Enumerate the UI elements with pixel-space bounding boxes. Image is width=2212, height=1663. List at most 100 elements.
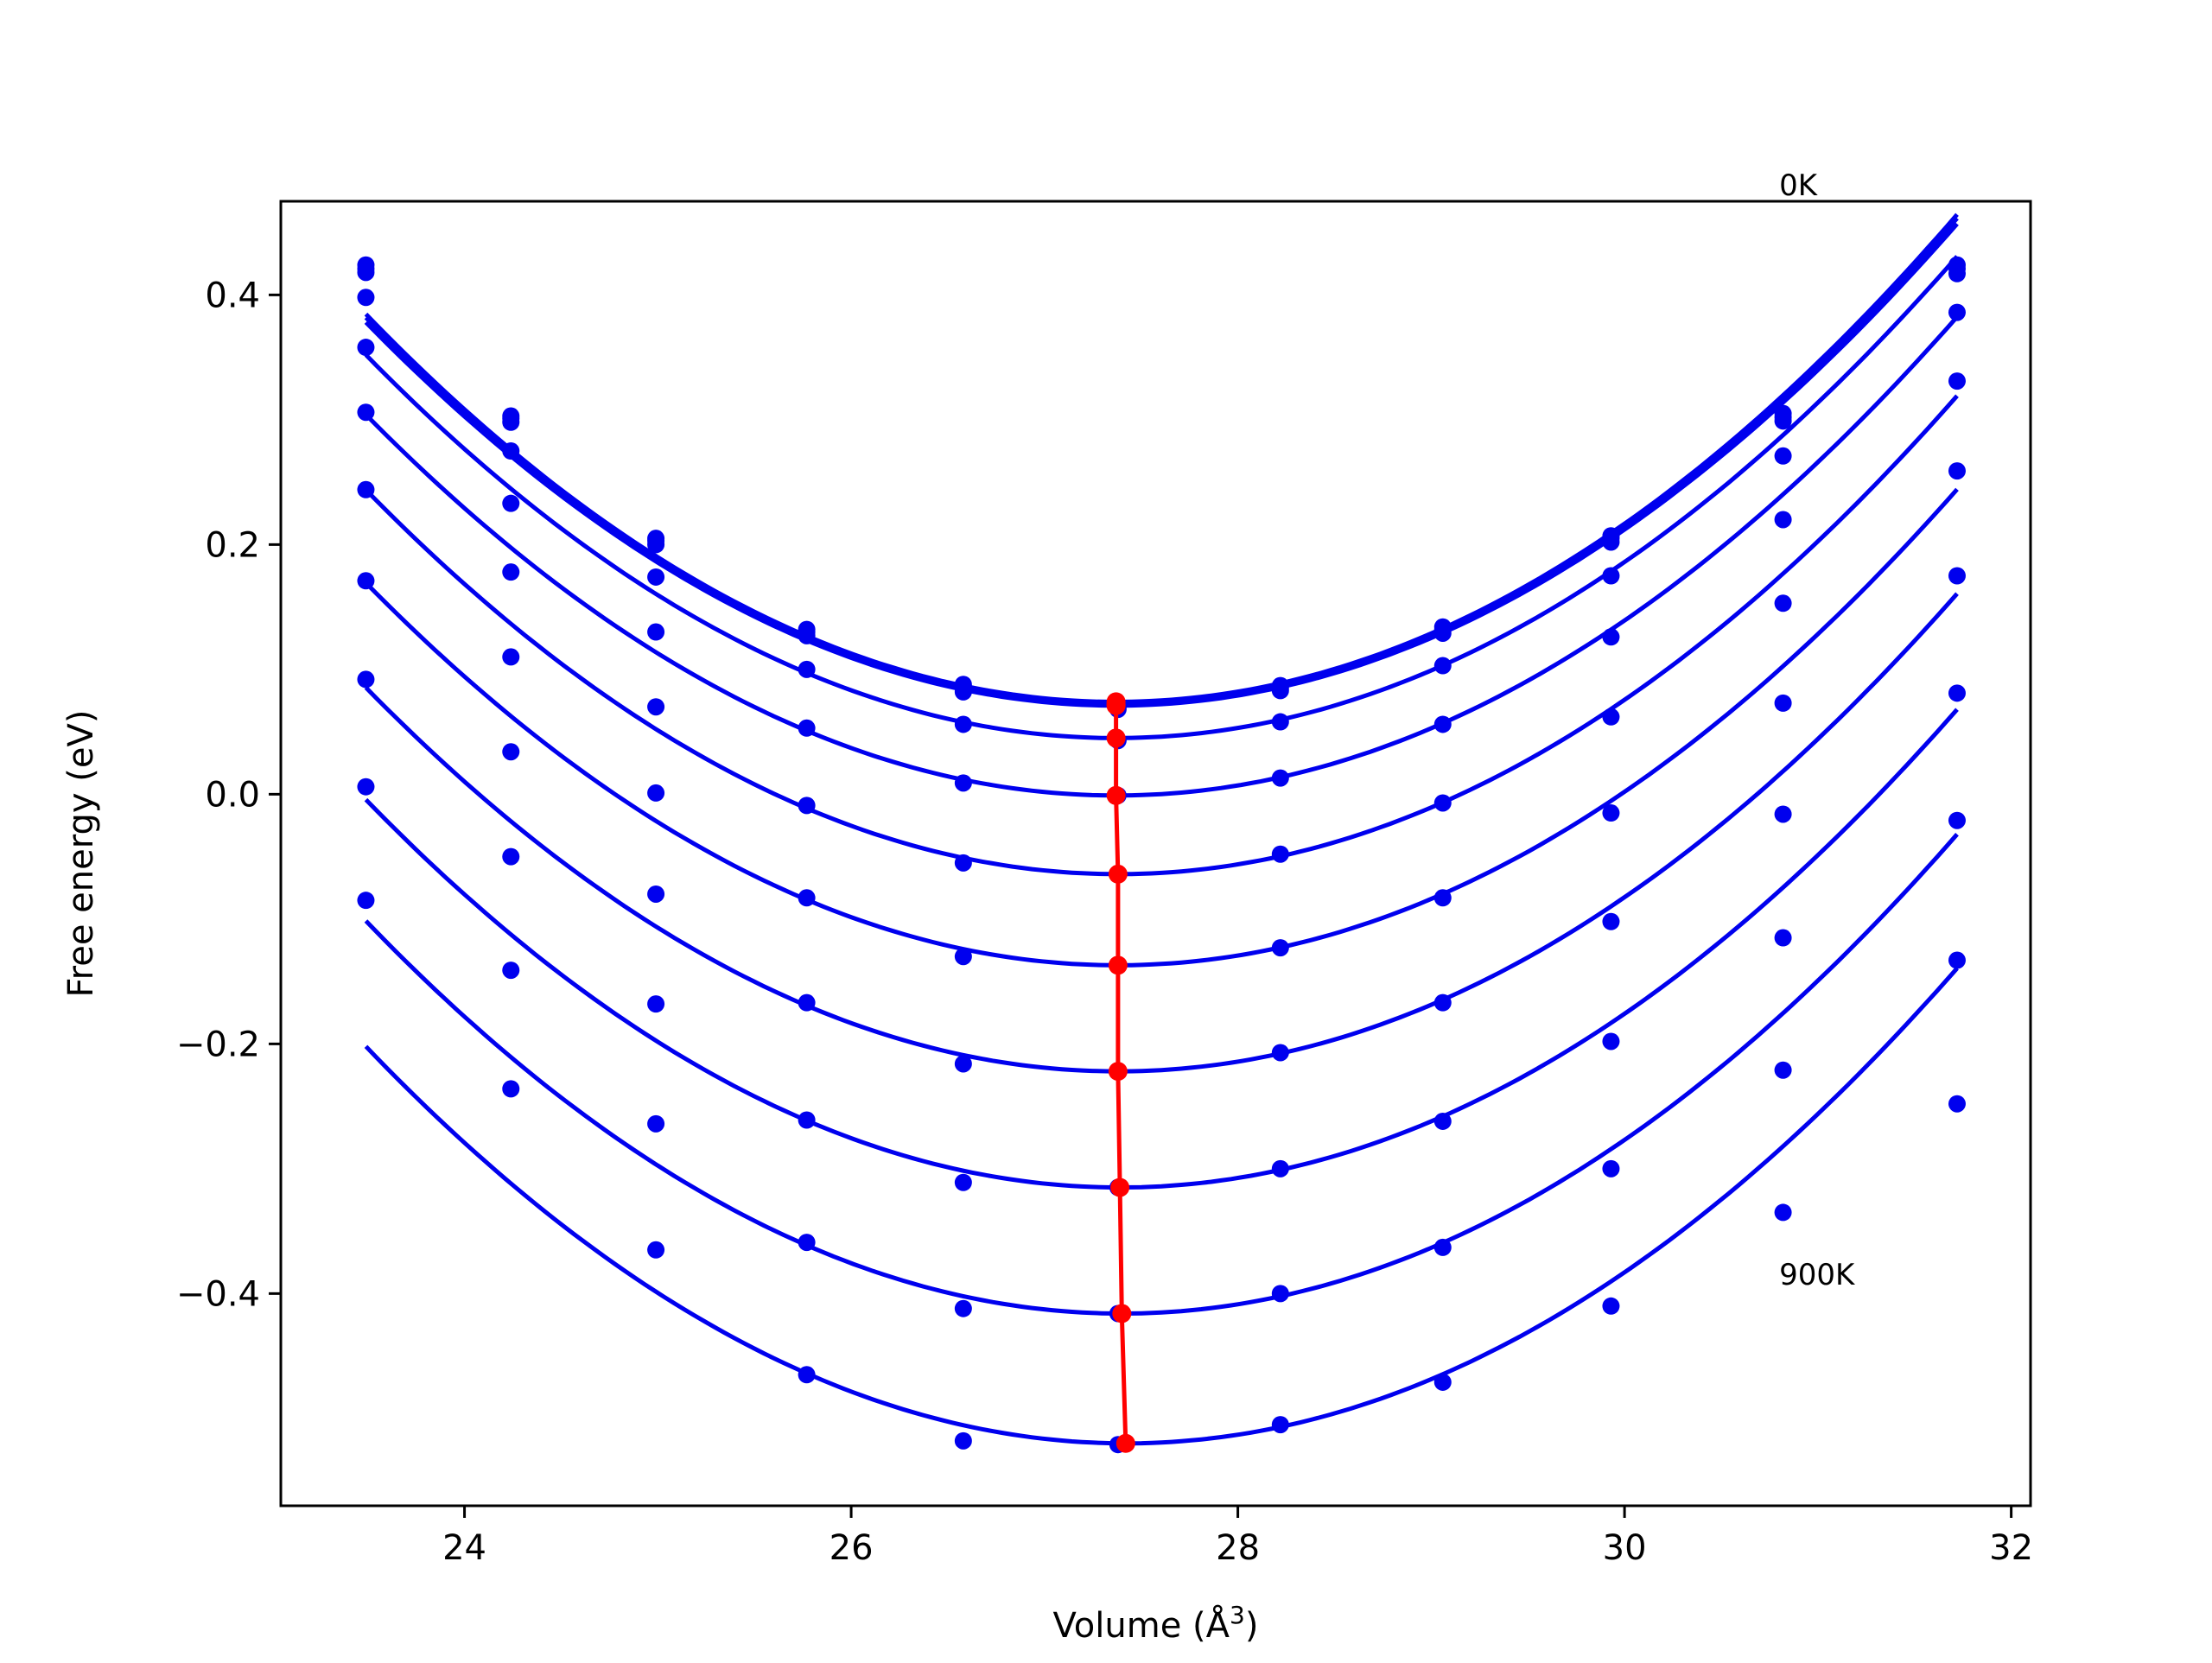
data-point-4-2 xyxy=(647,623,665,641)
data-point-10-2 xyxy=(647,1241,665,1259)
data-point-8-7 xyxy=(1433,1112,1452,1130)
x-axis-label-close: ) xyxy=(1245,1606,1259,1646)
data-point-3-8 xyxy=(1602,567,1620,585)
minima-point-5 xyxy=(1108,864,1128,884)
data-points xyxy=(357,256,1966,1454)
y-axis-ticks: 0.4 0.2 0.0 −0.2 −0.4 xyxy=(176,276,281,1314)
data-point-6-0 xyxy=(357,480,375,498)
data-point-2-10 xyxy=(1948,264,1966,282)
data-point-5-3 xyxy=(798,797,816,815)
y-tick-label-3: −0.2 xyxy=(176,1025,260,1064)
data-point-2-8 xyxy=(1602,533,1620,551)
data-point-5-9 xyxy=(1774,594,1792,613)
data-point-9-2 xyxy=(647,1114,665,1133)
data-point-7-10 xyxy=(1948,684,1966,702)
data-point-5-1 xyxy=(502,563,520,581)
data-point-3-7 xyxy=(1433,657,1452,675)
annotation-0: 0K xyxy=(1779,168,1819,203)
fitted-curve-0 xyxy=(364,213,1959,704)
fitted-curve-7 xyxy=(364,592,1959,1074)
data-point-10-4 xyxy=(954,1431,972,1450)
data-point-9-8 xyxy=(1602,1159,1620,1177)
data-point-4-4 xyxy=(954,774,972,792)
fitted-curve-6 xyxy=(364,487,1959,968)
minima-point-6 xyxy=(1108,955,1128,975)
data-point-7-1 xyxy=(502,743,520,761)
data-point-9-3 xyxy=(798,1234,816,1252)
data-point-9-6 xyxy=(1271,1285,1289,1303)
data-point-6-2 xyxy=(647,784,665,802)
fitted-curve-5 xyxy=(364,394,1959,877)
data-point-9-7 xyxy=(1433,1238,1452,1256)
data-point-4-10 xyxy=(1948,372,1966,390)
data-point-9-1 xyxy=(502,962,520,980)
data-point-10-8 xyxy=(1602,1297,1620,1315)
x-tick-label-4: 32 xyxy=(1989,1528,2033,1568)
fitted-curve-9 xyxy=(364,833,1959,1317)
data-point-10-10 xyxy=(1948,1095,1966,1113)
data-point-2-4 xyxy=(954,682,972,701)
annotation-1: 900K xyxy=(1779,1258,1856,1292)
data-point-2-9 xyxy=(1774,412,1792,430)
x-axis-label: Volume (Å3) xyxy=(1053,1601,1259,1646)
data-point-10-6 xyxy=(1271,1416,1289,1434)
data-point-8-4 xyxy=(954,1173,972,1191)
data-point-4-6 xyxy=(1271,769,1289,787)
fitted-curve-3 xyxy=(364,255,1959,740)
data-point-5-4 xyxy=(954,854,972,872)
data-point-7-4 xyxy=(954,1055,972,1073)
data-point-4-3 xyxy=(798,719,816,737)
minima-point-8 xyxy=(1110,1177,1130,1197)
data-point-8-9 xyxy=(1774,929,1792,947)
fitted-curve-8 xyxy=(364,708,1959,1190)
data-point-3-3 xyxy=(798,660,816,678)
data-point-3-0 xyxy=(357,289,375,307)
data-point-2-7 xyxy=(1433,624,1452,642)
data-point-3-4 xyxy=(954,715,972,733)
data-point-5-6 xyxy=(1271,845,1289,863)
data-point-3-10 xyxy=(1948,303,1966,321)
plot-frame xyxy=(279,200,2032,1507)
y-axis-label: Free energy (eV) xyxy=(61,710,101,998)
x-tick-label-3: 30 xyxy=(1603,1528,1647,1568)
data-point-7-9 xyxy=(1774,805,1792,823)
data-point-5-2 xyxy=(647,698,665,716)
minima-point-9 xyxy=(1112,1304,1132,1323)
y-tick-label-2: 0.0 xyxy=(205,775,260,815)
data-point-10-7 xyxy=(1433,1373,1452,1391)
minima-point-3 xyxy=(1106,728,1126,748)
data-point-5-7 xyxy=(1433,794,1452,812)
y-tick-label-4: −0.4 xyxy=(176,1274,260,1314)
data-point-4-8 xyxy=(1602,628,1620,646)
data-point-3-9 xyxy=(1774,447,1792,465)
data-point-6-4 xyxy=(954,948,972,966)
data-point-7-0 xyxy=(357,572,375,590)
data-point-8-6 xyxy=(1271,1159,1289,1177)
data-point-3-1 xyxy=(502,441,520,460)
minima-point-7 xyxy=(1108,1062,1128,1082)
minima-point-10 xyxy=(1116,1433,1135,1453)
data-point-6-3 xyxy=(798,889,816,907)
data-point-4-0 xyxy=(357,339,375,357)
data-point-4-9 xyxy=(1774,511,1792,529)
data-point-10-9 xyxy=(1774,1203,1792,1222)
data-point-5-10 xyxy=(1948,462,1966,480)
x-tick-label-2: 28 xyxy=(1216,1528,1260,1568)
data-point-8-2 xyxy=(647,995,665,1013)
data-point-8-3 xyxy=(798,1111,816,1129)
data-point-9-4 xyxy=(954,1299,972,1317)
data-point-2-6 xyxy=(1271,682,1289,700)
data-point-7-8 xyxy=(1602,912,1620,930)
minima-line xyxy=(1106,692,1135,1453)
data-point-7-6 xyxy=(1271,1044,1289,1062)
data-point-10-0 xyxy=(357,892,375,910)
data-point-9-10 xyxy=(1948,951,1966,969)
x-tick-label-1: 26 xyxy=(830,1528,874,1568)
minima-point-2 xyxy=(1106,695,1126,715)
x-axis-label-main: Volume (Å xyxy=(1053,1604,1230,1646)
minima-point-4 xyxy=(1106,785,1126,805)
data-point-10-1 xyxy=(502,1080,520,1098)
data-point-2-0 xyxy=(357,263,375,282)
data-point-5-8 xyxy=(1602,708,1620,726)
